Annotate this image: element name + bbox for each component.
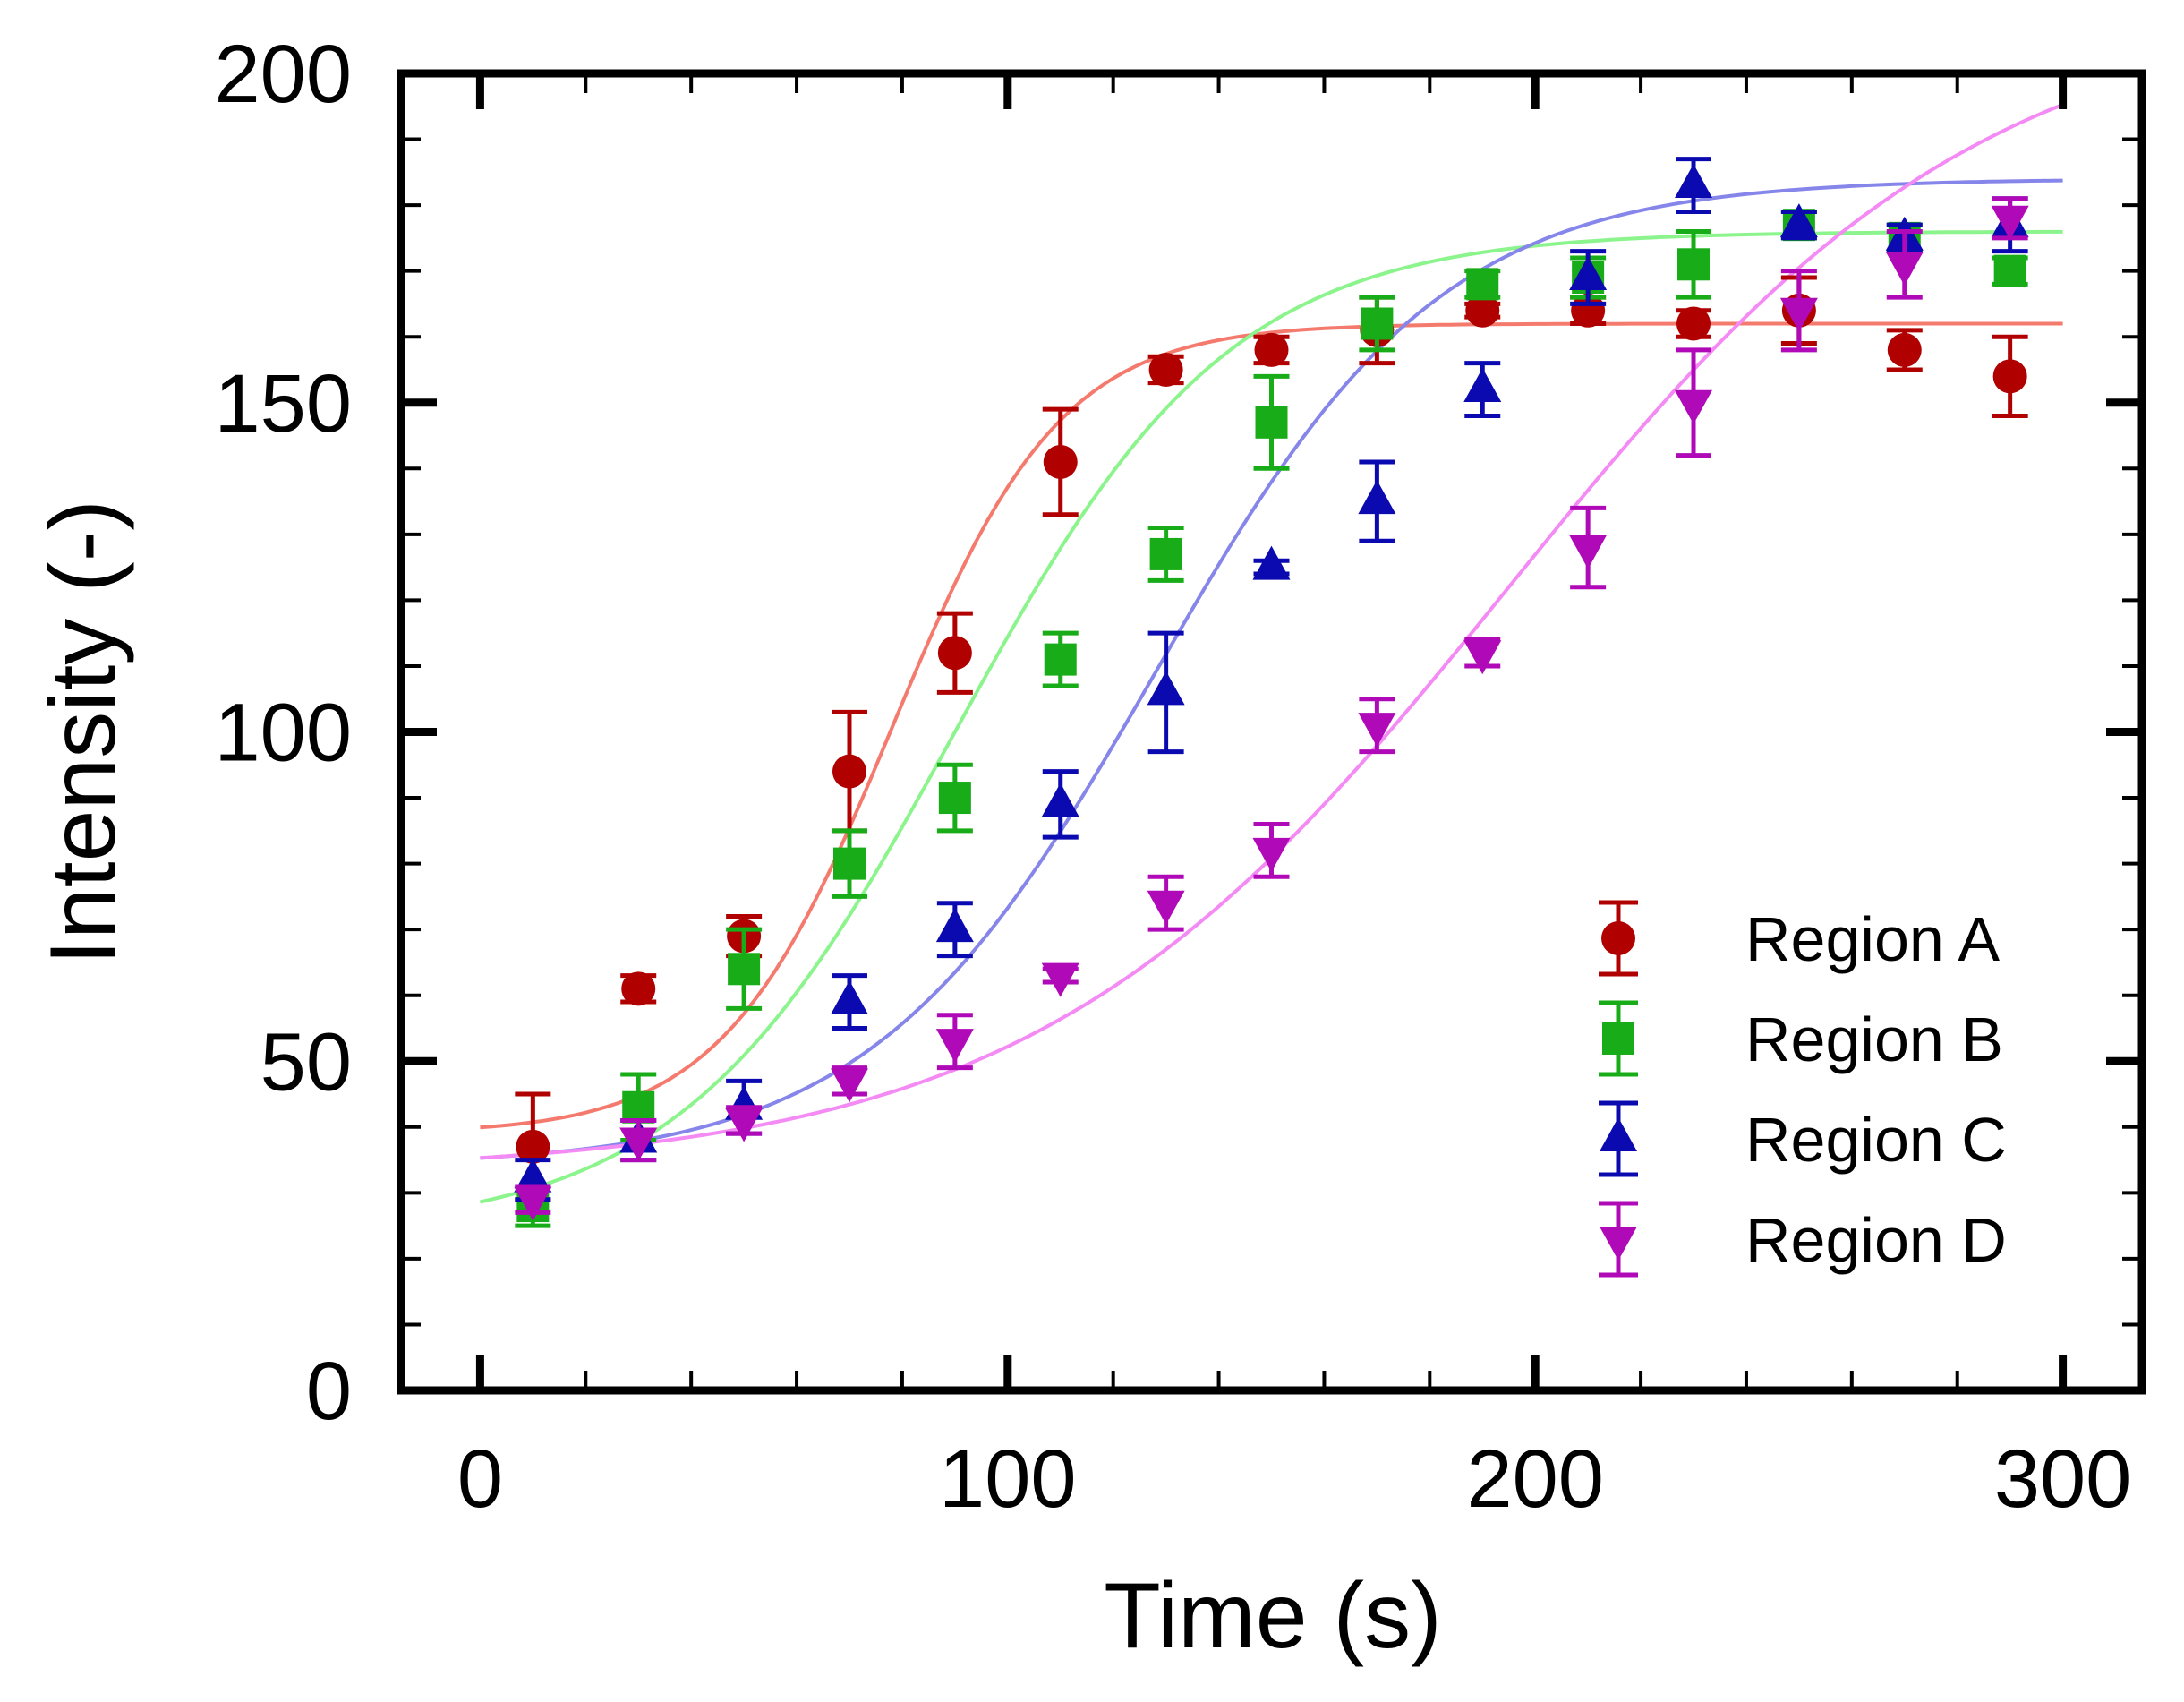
y-tick-label: 150 [215, 358, 353, 449]
data-point [1255, 406, 1288, 439]
data-point [1148, 352, 1183, 387]
data-point [514, 1158, 552, 1193]
legend-label: Region A [1745, 904, 2000, 974]
data-point [1569, 256, 1608, 291]
x-tick-label: 0 [457, 1433, 503, 1525]
data-point [1885, 252, 1924, 287]
data-point [1147, 671, 1185, 706]
data-point [1252, 545, 1291, 580]
legend-label: Region C [1745, 1105, 2007, 1175]
data-point [1147, 890, 1185, 925]
legend-label: Region B [1745, 1005, 2003, 1074]
data-point [1358, 713, 1396, 748]
data-point [1254, 332, 1289, 367]
data-point [937, 636, 972, 671]
tick-labels: 0 100 200 300 0 50 100 150 200 [215, 29, 2132, 1525]
data-point [1677, 248, 1711, 281]
x-axis-title: Time (s) [1104, 1564, 1441, 1668]
data-point [1463, 640, 1502, 675]
data-point [725, 1108, 764, 1142]
data-point [1041, 783, 1079, 817]
data-point [514, 1186, 552, 1221]
data-points [514, 157, 2029, 1228]
data-point [1358, 480, 1396, 515]
legend-entry-4: Region D [1599, 1201, 2007, 1278]
data-point [1569, 535, 1608, 569]
data-point [1992, 359, 2027, 394]
data-point [1991, 205, 2029, 240]
data-point [1149, 537, 1182, 570]
x-tick-label: 300 [1994, 1433, 2132, 1525]
legend-entry-1: Region A [1599, 900, 2000, 977]
legend: Region A Region B Region C Region D [1599, 900, 2007, 1278]
data-point [832, 754, 866, 789]
data-point [728, 953, 761, 986]
plot-frame [397, 69, 2146, 1395]
x-tick-label: 100 [939, 1433, 1077, 1525]
legend-entry-2: Region B [1599, 1000, 2003, 1077]
data-point [830, 1068, 868, 1103]
data-point [832, 847, 866, 880]
data-point [1887, 332, 1922, 367]
series-4 [514, 196, 2029, 1221]
data-point [1043, 444, 1078, 479]
data-point [1252, 837, 1291, 872]
data-point [1466, 268, 1499, 301]
data-point [1676, 306, 1711, 341]
x-tick-label: 200 [1466, 1433, 1604, 1525]
data-point [1675, 389, 1713, 424]
data-point [1675, 164, 1713, 199]
data-point [621, 971, 656, 1006]
legend-marker [1602, 1022, 1634, 1055]
legend-entry-3: Region C [1599, 1100, 2007, 1177]
data-point [935, 1029, 974, 1064]
data-point [1361, 307, 1394, 340]
data-point [1041, 962, 1079, 997]
data-point [1465, 293, 1500, 328]
data-point [619, 1127, 658, 1162]
y-axis-title: Intensity (-) [31, 500, 135, 965]
data-point [938, 782, 971, 815]
legend-marker [1600, 1117, 1637, 1151]
data-point [1463, 368, 1502, 403]
data-point [830, 980, 868, 1015]
data-point [622, 1090, 655, 1124]
data-point [516, 1129, 550, 1164]
legend-marker [1601, 921, 1635, 955]
data-point [1044, 643, 1077, 676]
data-point [935, 908, 974, 943]
y-tick-label: 100 [215, 688, 353, 779]
data-point [1993, 254, 2026, 287]
data-point [1779, 203, 1818, 238]
y-tick-label: 200 [215, 29, 353, 120]
legend-label: Region D [1745, 1205, 2007, 1275]
legend-marker [1600, 1227, 1637, 1261]
data-point [1779, 297, 1818, 332]
y-tick-label: 50 [260, 1016, 352, 1108]
y-tick-label: 0 [306, 1346, 352, 1437]
